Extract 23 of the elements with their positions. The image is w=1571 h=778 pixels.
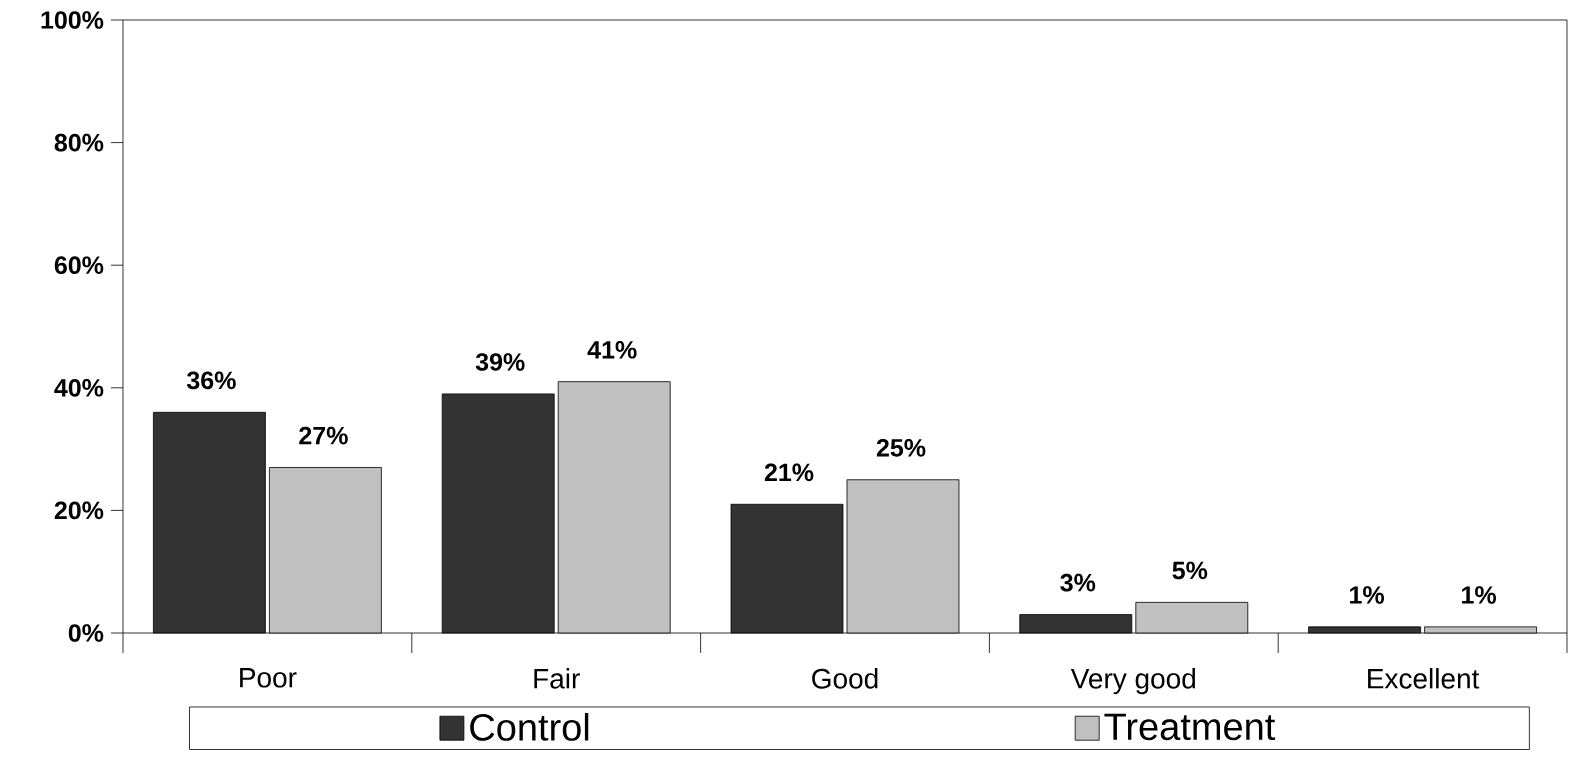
x-tick-label: Poor bbox=[240, 668, 297, 688]
y-tick-label: 80% bbox=[54, 133, 104, 152]
y-tick-label: 40% bbox=[54, 378, 104, 397]
data-label: 27% bbox=[299, 426, 348, 445]
data-label: 3% bbox=[1060, 573, 1096, 592]
y-tick-label: 20% bbox=[54, 501, 104, 520]
x-tick-label: Excellent bbox=[1368, 668, 1480, 689]
data-label: 36% bbox=[186, 371, 236, 390]
legend-label: Control bbox=[470, 712, 589, 741]
x-tick-label: Very good bbox=[1070, 668, 1196, 695]
x-tick-label: Good bbox=[812, 668, 878, 689]
y-tick-label: 60% bbox=[54, 256, 104, 275]
x-tick-label: Fair bbox=[534, 668, 580, 689]
legend-label: Treatment bbox=[1104, 713, 1276, 741]
data-label: 5% bbox=[1172, 561, 1208, 580]
data-label: 41% bbox=[587, 341, 637, 359]
data-label: 1% bbox=[1350, 586, 1385, 604]
data-label: 1% bbox=[1462, 586, 1497, 604]
y-tick-label: 100% bbox=[41, 11, 104, 29]
data-label: 21% bbox=[764, 463, 814, 482]
y-tick-label: 0% bbox=[68, 624, 104, 642]
data-label: 39% bbox=[475, 353, 525, 371]
data-label: 25% bbox=[876, 439, 926, 457]
